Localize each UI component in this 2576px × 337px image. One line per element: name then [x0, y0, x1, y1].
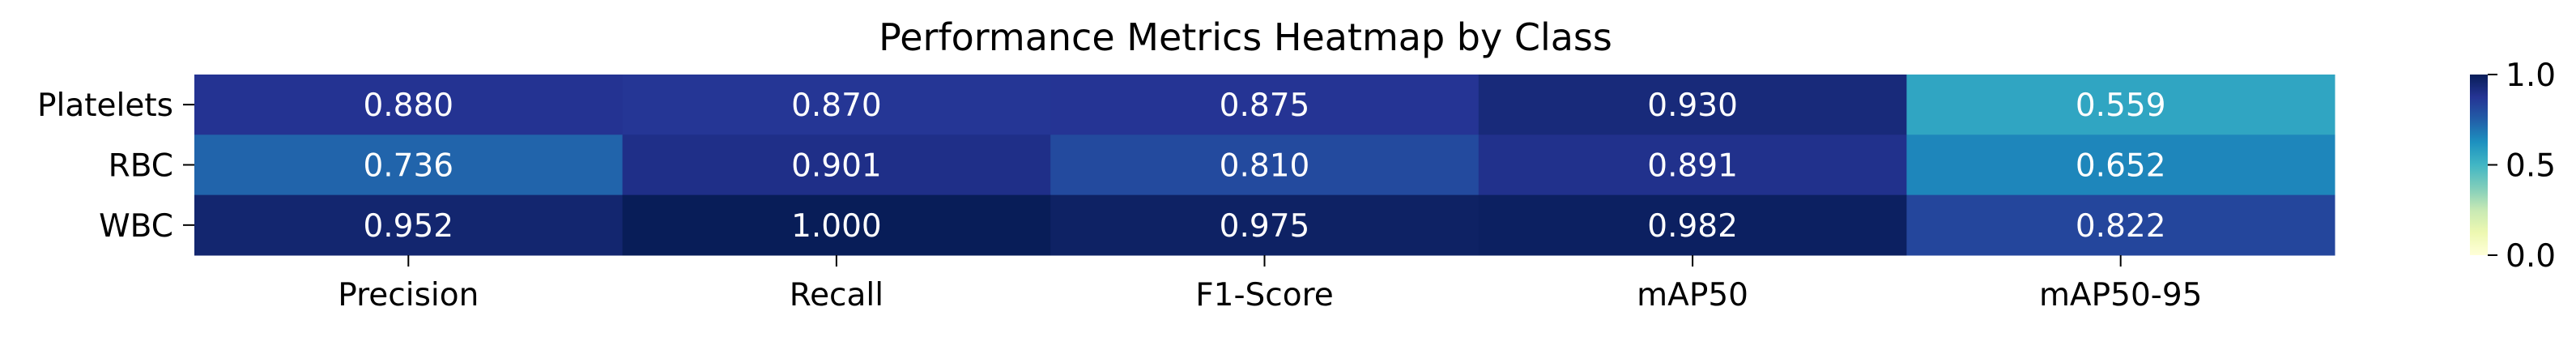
heatmap-cell — [194, 134, 624, 196]
cell-value-label: 0.930 — [1647, 87, 1738, 124]
y-tick-label: WBC — [99, 208, 173, 245]
x-tick-label: mAP50 — [1637, 277, 1748, 314]
x-tick-label: F1-Score — [1195, 277, 1334, 314]
heatmap-cell — [194, 194, 624, 256]
cell-value-label: 0.559 — [2076, 87, 2166, 124]
heatmap-cell-labels: 0.880 0.870 0.875 0.930 0.559 0.736 0.901 0.810… — [363, 87, 2165, 245]
heatmap-cell — [1478, 134, 1907, 196]
cell-value-label: 0.982 — [1647, 208, 1738, 245]
heatmap-cell — [1050, 75, 1480, 135]
heatmap-cell — [1906, 194, 2335, 256]
heatmap-cells — [194, 75, 2335, 256]
heatmap-cell — [1050, 134, 1480, 196]
heatmap-cell — [622, 194, 1051, 256]
heatmap-cell — [194, 75, 624, 135]
colorbar-gradient — [2470, 75, 2488, 255]
heatmap-cell — [1050, 194, 1480, 256]
x-tick-label: Precision — [338, 277, 479, 314]
y-tick-label: Platelets — [37, 87, 173, 124]
cell-value-label: 0.952 — [363, 208, 453, 245]
heatmap-cell — [622, 134, 1051, 196]
cell-value-label: 1.000 — [791, 208, 882, 245]
cell-value-label: 0.880 — [363, 87, 453, 124]
x-axis: Precision Recall F1-Score mAP50 mAP50-95 — [338, 255, 2202, 314]
cell-value-label: 0.891 — [1647, 148, 1738, 185]
cell-value-label: 0.810 — [1220, 148, 1310, 185]
heatmap-cell — [1906, 134, 2335, 196]
cell-value-label: 0.736 — [363, 148, 453, 185]
cell-value-label: 0.822 — [2076, 208, 2166, 245]
colorbar-tick-label: 1.0 — [2506, 58, 2556, 94]
chart-title: Performance Metrics Heatmap by Class — [879, 15, 1612, 59]
cell-value-label: 0.870 — [791, 87, 882, 124]
colorbar: 0.0 0.5 1.0 — [2470, 58, 2556, 275]
cell-value-label: 0.652 — [2076, 148, 2166, 185]
cell-value-label: 0.975 — [1220, 208, 1310, 245]
y-tick-label: RBC — [109, 148, 173, 185]
heatmap-cell — [622, 75, 1051, 135]
colorbar-tick-label: 0.0 — [2506, 238, 2556, 275]
heatmap-cell — [1478, 75, 1907, 135]
cell-value-label: 0.875 — [1220, 87, 1310, 124]
heatmap-cell — [1478, 194, 1907, 256]
colorbar-tick-label: 0.5 — [2506, 148, 2556, 185]
x-tick-label: Recall — [790, 277, 884, 314]
y-axis: Platelets RBC WBC — [37, 87, 194, 245]
x-tick-label: mAP50-95 — [2039, 277, 2203, 314]
heatmap-cell — [1906, 75, 2335, 135]
cell-value-label: 0.901 — [791, 148, 882, 185]
